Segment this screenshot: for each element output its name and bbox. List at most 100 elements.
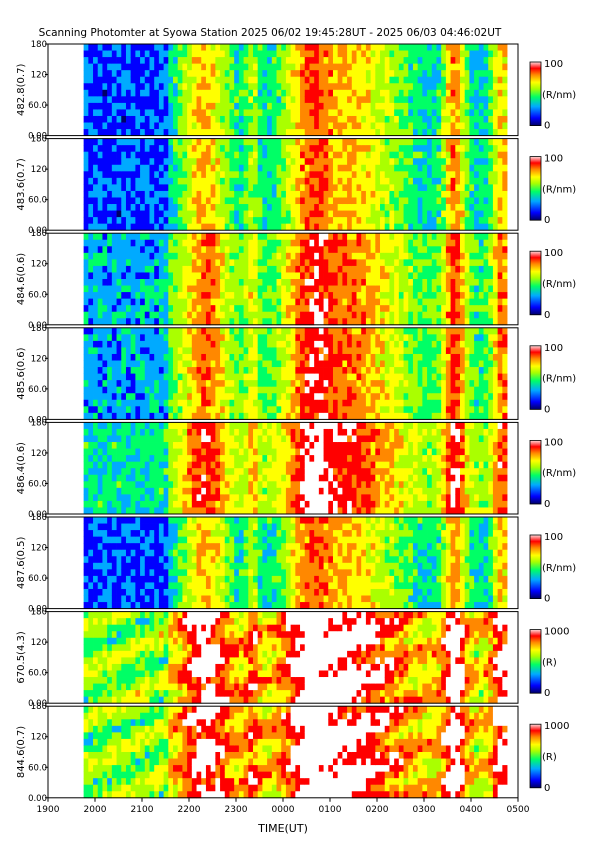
colorbar-max-label: 1000 <box>544 721 569 732</box>
colorbar-max-label: 100 <box>544 343 563 354</box>
y-tick-label: 0.00 <box>28 321 47 331</box>
colorbar <box>529 723 542 789</box>
colorbar-unit-label: (R/nm) <box>542 468 576 479</box>
x-tick-label: 0200 <box>366 805 389 815</box>
heatmap-cells <box>83 138 508 231</box>
panel-label: 670.5(4.3) <box>16 631 27 683</box>
x-tick-label: 0500 <box>507 805 530 815</box>
heatmap-cells <box>83 44 508 136</box>
x-tick-label: 0300 <box>413 805 436 815</box>
colorbar-min-label: 0 <box>544 688 550 699</box>
y-tick-label: 0.00 <box>28 605 47 615</box>
colorbar <box>529 250 542 316</box>
y-tick-label: 180 <box>31 40 47 50</box>
figure-title: Scanning Photomter at Syowa Station 2025… <box>39 27 502 39</box>
heatmap-cells <box>83 327 508 420</box>
y-tick-label: 0.00 <box>28 226 47 236</box>
colorbar-max-label: 100 <box>544 248 563 259</box>
colorbar-unit-label: (R/nm) <box>542 184 576 195</box>
y-tick-label: 0.00 <box>28 794 47 804</box>
y-tick-label: 120 <box>31 733 47 743</box>
y-tick-label: 180 <box>31 702 47 712</box>
y-tick-label: 120 <box>31 165 47 175</box>
panel-1: 0.00 60.0 120 180 482.8(0.7) 100 0 (R/nm) <box>16 40 576 142</box>
colorbar-unit-label: (R/nm) <box>542 279 576 290</box>
colorbar-max-label: 100 <box>544 437 563 448</box>
heatmap-cells <box>83 611 508 704</box>
panel-4: 0.00 60.0 120 180 485.6(0.6) 100 0 (R/nm) <box>16 324 576 426</box>
colorbar-unit-label: (R) <box>542 657 557 668</box>
x-tick-label: 1900 <box>37 805 60 815</box>
x-tick-label: 2100 <box>131 805 154 815</box>
heatmap-cells <box>83 706 508 799</box>
colorbar-max-label: 100 <box>544 59 563 70</box>
panel-3: 0.00 60.0 120 180 484.6(0.6) 100 0 (R/nm) <box>16 229 576 331</box>
y-tick-label: 180 <box>31 229 47 239</box>
y-tick-label: 120 <box>31 449 47 459</box>
y-tick-label: 120 <box>31 638 47 648</box>
colorbar <box>529 156 542 221</box>
x-axis: 1900 2000 2100 2200 2300 0000 0100 0200 0300 0400… <box>37 797 530 815</box>
colorbar-unit-label: (R/nm) <box>542 563 576 574</box>
panel-6: 0.00 60.0 120 180 487.6(0.5) 100 0 (R/nm) <box>16 513 576 615</box>
panel-frame <box>47 138 519 231</box>
heatmap-cells <box>83 517 508 609</box>
colorbar <box>529 439 542 505</box>
colorbar-unit-label: (R/nm) <box>542 90 576 101</box>
y-tick-label: 180 <box>31 418 47 428</box>
colorbar-min-label: 0 <box>544 499 550 510</box>
colorbar-min-label: 0 <box>544 215 550 226</box>
colorbar-max-label: 100 <box>544 154 563 165</box>
panel-5: 0.00 60.0 120 180 486.4(0.6) 100 0 (R/nm) <box>16 418 576 520</box>
x-tick-label: 0400 <box>460 805 483 815</box>
panel-label: 483.6(0.7) <box>16 158 27 210</box>
colorbar <box>529 534 542 599</box>
y-tick-label: 180 <box>31 608 47 618</box>
colorbar-min-label: 0 <box>544 594 550 605</box>
heatmap-cells <box>83 422 508 515</box>
colorbar-min-label: 0 <box>544 783 550 794</box>
y-tick-label: 120 <box>31 544 47 554</box>
panel-label: 844.6(0.7) <box>16 726 27 778</box>
y-tick-label: 180 <box>31 513 47 523</box>
panel-frame <box>47 516 519 610</box>
colorbar-max-label: 100 <box>544 532 563 543</box>
colorbar-min-label: 0 <box>544 404 550 415</box>
colorbar <box>529 61 542 126</box>
x-tick-label: 0100 <box>319 805 342 815</box>
panel-frame <box>47 611 519 704</box>
x-tick-label: 2000 <box>84 805 107 815</box>
x-axis-title: TIME(UT) <box>257 822 308 835</box>
y-tick-label: 0.00 <box>28 415 47 425</box>
panel-label: 486.4(0.6) <box>16 442 27 494</box>
heatmap-cells <box>83 233 508 326</box>
panel-label: 482.8(0.7) <box>16 64 27 116</box>
colorbar-unit-label: (R/nm) <box>542 374 576 385</box>
y-tick-label: 180 <box>31 135 47 145</box>
colorbar-max-label: 1000 <box>544 627 569 638</box>
y-tick-label: 60.0 <box>28 669 47 679</box>
y-tick-label: 0.00 <box>28 699 47 709</box>
y-tick-label: 0.00 <box>28 132 47 142</box>
x-tick-label: 2200 <box>178 805 201 815</box>
y-tick-label: 60.0 <box>28 196 47 206</box>
colorbar-min-label: 0 <box>544 310 550 321</box>
panel-7: 0.00 60.0 120 180 670.5(4.3) 1000 0 (R) <box>16 608 569 710</box>
y-tick-label: 120 <box>31 260 47 270</box>
y-tick-label: 120 <box>31 71 47 81</box>
panel-label: 484.6(0.6) <box>16 253 27 305</box>
y-tick-label: 180 <box>31 324 47 334</box>
x-tick-label: 0000 <box>272 805 295 815</box>
panel-label: 485.6(0.6) <box>16 347 27 399</box>
panel-frame <box>47 327 519 420</box>
y-tick-label: 60.0 <box>28 290 47 300</box>
y-tick-label: 60.0 <box>28 479 47 489</box>
panel-frame <box>47 421 519 515</box>
panel-2: 0.00 60.0 120 180 483.6(0.7) 100 0 (R/nm) <box>16 135 576 237</box>
colorbar <box>529 345 542 410</box>
x-tick-label: 2300 <box>225 805 248 815</box>
y-tick-label: 120 <box>31 354 47 364</box>
panel-label: 487.6(0.5) <box>16 537 27 589</box>
